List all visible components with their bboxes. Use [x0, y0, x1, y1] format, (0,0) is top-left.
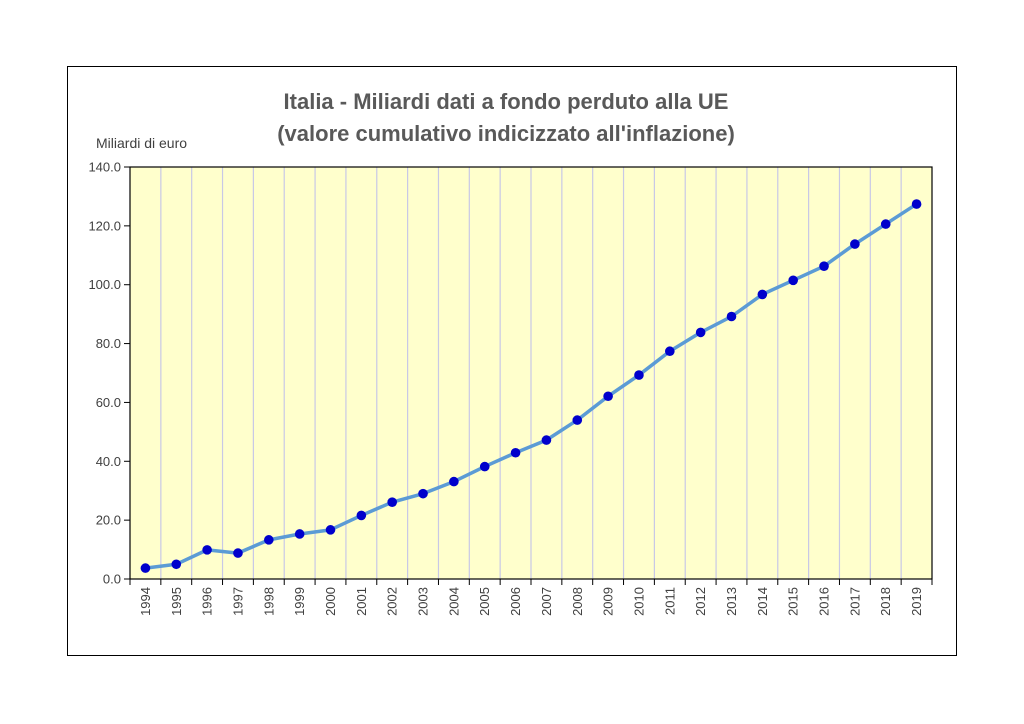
x-tick-label: 2018 [878, 587, 893, 616]
data-point [880, 219, 891, 229]
y-tick-label: 20.0 [96, 513, 121, 528]
data-point [479, 461, 490, 472]
data-point [695, 327, 706, 338]
y-tick-label: 140.0 [88, 160, 121, 175]
chart-title-line-1: Italia - Miliardi dati a fondo perduto a… [284, 89, 729, 114]
data-point [264, 535, 274, 545]
x-tick-label: 2006 [508, 587, 523, 616]
data-point [510, 447, 521, 458]
x-tick-label: 2014 [755, 587, 770, 616]
y-tick-label: 80.0 [96, 336, 121, 351]
series-line [143, 202, 919, 570]
data-point [757, 289, 768, 300]
data-point [294, 529, 305, 539]
x-tick-label: 2002 [385, 587, 400, 616]
data-point [850, 239, 860, 249]
y-axis-label: Miliardi di euro [96, 135, 187, 151]
x-tick-label: 2009 [601, 587, 616, 616]
x-tick-label: 2010 [631, 587, 646, 616]
x-tick-label: 2012 [693, 587, 708, 616]
data-point [819, 261, 829, 271]
y-tick-label: 100.0 [88, 277, 121, 292]
data-point [603, 391, 613, 402]
x-tick-label: 1994 [138, 587, 153, 616]
x-tick-label: 1997 [230, 587, 245, 616]
x-tick-label: 2003 [416, 587, 431, 616]
data-point [665, 346, 675, 357]
x-tick-label: 2007 [539, 587, 554, 616]
x-tick-label: 1995 [169, 587, 184, 616]
x-tick-label: 2016 [817, 587, 832, 616]
x-tick-label: 2013 [724, 587, 739, 616]
x-tick-label: 2008 [570, 587, 585, 616]
x-tick-label: 2019 [909, 587, 924, 616]
x-tick-label: 2000 [323, 587, 338, 616]
x-tick-label: 2011 [662, 587, 677, 615]
chart-svg: Italia - Miliardi dati a fondo perduto a… [88, 89, 933, 616]
chart-frame: Italia - Miliardi dati a fondo perduto a… [67, 66, 957, 656]
y-tick-label: 0.0 [103, 572, 121, 587]
y-tick-label: 40.0 [96, 454, 121, 469]
data-point [171, 559, 182, 570]
data-point [202, 545, 212, 555]
x-tick-label: 2005 [477, 587, 492, 616]
x-tick-label: 1996 [200, 587, 215, 616]
data-point [325, 525, 336, 535]
data-point [233, 548, 243, 558]
x-tick-label: 2001 [354, 587, 369, 616]
y-tick-label: 120.0 [88, 218, 121, 233]
y-tick-label: 60.0 [96, 395, 121, 410]
data-point [726, 311, 737, 322]
x-tick-label: 2015 [786, 587, 801, 616]
x-tick-label: 2017 [847, 587, 862, 616]
chart-title-line-2: (valore cumulativo indicizzato all'infla… [277, 121, 735, 146]
data-point [572, 415, 583, 425]
data-point [140, 563, 151, 573]
data-point [418, 488, 428, 499]
x-tick-label: 1999 [292, 587, 307, 616]
data-point [356, 510, 367, 521]
data-point [387, 497, 397, 507]
data-point [449, 476, 459, 487]
plot-area: 0.0 20.0 40.0 60.0 80.0 100.0 120.0 140.0 1994 19… [88, 160, 933, 616]
x-tick-label: 1998 [261, 587, 276, 616]
data-point [541, 435, 552, 445]
x-tick-label: 2004 [446, 587, 461, 616]
data-point [788, 275, 798, 286]
data-point [911, 199, 922, 209]
data-point [634, 370, 644, 380]
